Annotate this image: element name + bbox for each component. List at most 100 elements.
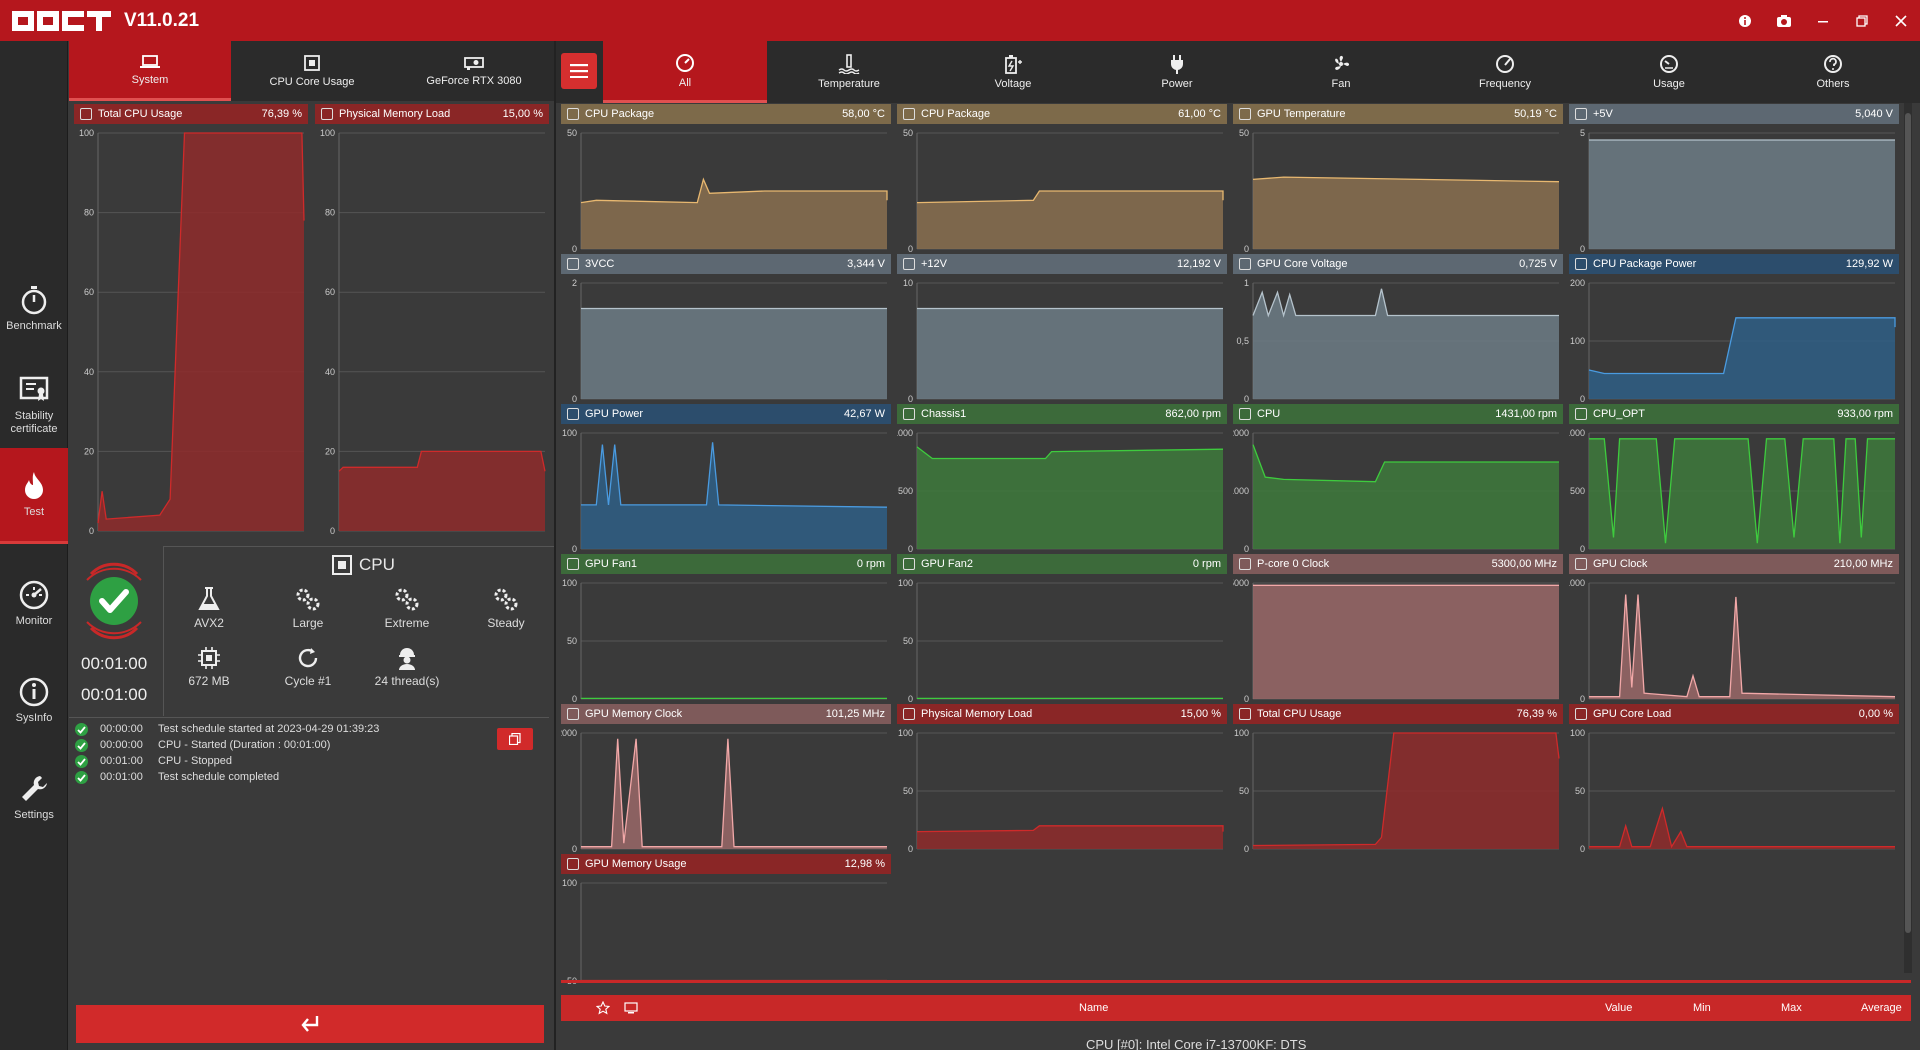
graph-header[interactable]: GPU Temperature 50,19 °C bbox=[1233, 104, 1563, 124]
camera-icon[interactable] bbox=[1764, 0, 1803, 41]
column-average[interactable]: Average bbox=[1861, 1002, 1902, 1014]
graph-value: 76,39 % bbox=[261, 108, 302, 120]
sidebar-item-settings[interactable]: Settings bbox=[0, 749, 68, 845]
display-icon[interactable] bbox=[624, 1002, 638, 1014]
monitoring-panel: All Temperature Voltage Power Fan Freque… bbox=[556, 41, 1920, 1050]
tab-usage[interactable]: Usage bbox=[1587, 41, 1751, 103]
graph-header[interactable]: GPU Fan2 0 rpm bbox=[897, 554, 1227, 574]
log-row: 00:01:00 CPU - Stopped bbox=[75, 753, 545, 769]
graph-header[interactable]: CPU Package 61,00 °C bbox=[897, 104, 1227, 124]
tab-voltage[interactable]: Voltage bbox=[931, 41, 1095, 103]
y-tick: 80 bbox=[325, 208, 335, 218]
log-row: 00:00:00 CPU - Started (Duration : 00:01:… bbox=[75, 737, 545, 753]
graph-header[interactable]: Total CPU Usage 76,39 % bbox=[1233, 704, 1563, 724]
graph-line bbox=[1589, 438, 1895, 544]
start-stop-button[interactable] bbox=[76, 1005, 544, 1043]
graph-header[interactable]: Physical Memory Load 15,00 % bbox=[897, 704, 1227, 724]
tab-all[interactable]: All bbox=[603, 41, 767, 103]
graph-header[interactable]: CPU 1431,00 rpm bbox=[1233, 404, 1563, 424]
splitter-handle[interactable] bbox=[561, 980, 1911, 983]
graph-header[interactable]: GPU Memory Usage 12,98 % bbox=[561, 854, 891, 874]
y-tick: 5 bbox=[1580, 128, 1585, 138]
sensor-graph: 100 50 0 bbox=[1234, 728, 1560, 853]
graph-header[interactable]: GPU Fan1 0 rpm bbox=[561, 554, 891, 574]
graph-title: CPU_OPT bbox=[1593, 408, 1645, 420]
graph-area bbox=[1589, 317, 1895, 399]
tab-fan[interactable]: Fan bbox=[1259, 41, 1423, 103]
info-icon[interactable] bbox=[1725, 0, 1764, 41]
graph-value: 42,67 W bbox=[844, 408, 885, 420]
minimize-icon[interactable] bbox=[1803, 0, 1842, 41]
tab-power[interactable]: Power bbox=[1095, 41, 1259, 103]
tab-frequency[interactable]: Frequency bbox=[1423, 41, 1587, 103]
graph-header[interactable]: GPU Clock 210,00 MHz bbox=[1569, 554, 1899, 574]
close-icon[interactable] bbox=[1881, 0, 1920, 41]
sidebar-item-sysinfo[interactable]: SysInfo bbox=[0, 652, 68, 748]
log-text: CPU - Started (Duration : 00:01:00) bbox=[158, 739, 331, 751]
menu-button[interactable] bbox=[561, 53, 597, 89]
sensor-graph: 100 50 0 bbox=[898, 728, 1224, 853]
tab-system[interactable]: System bbox=[69, 41, 231, 101]
sensor-icon bbox=[1575, 258, 1587, 270]
tab-cpu-core-usage[interactable]: CPU Core Usage bbox=[231, 41, 393, 101]
graph-value: 5300,00 MHz bbox=[1491, 558, 1557, 570]
question-icon bbox=[1824, 55, 1842, 73]
sensor-graph: 100 50 0 bbox=[1570, 728, 1895, 853]
test-summary-card: 00:01:00 00:01:00 CPU AVX2 Large Extreme bbox=[69, 546, 555, 716]
monitor-tab-bar: All Temperature Voltage Power Fan Freque… bbox=[556, 41, 1920, 103]
sidebar-item-test[interactable]: Test bbox=[0, 448, 68, 544]
graph-header[interactable]: GPU Core Load 0,00 % bbox=[1569, 704, 1899, 724]
graph-title: CPU Package bbox=[585, 108, 655, 120]
sensor-graph: 10 0 bbox=[903, 278, 1223, 403]
graph-header[interactable]: CPU Package 58,00 °C bbox=[561, 104, 891, 124]
sensor-table-row[interactable]: CPU [#0]: Intel Core i7-13700KF: DTS bbox=[1086, 1037, 1306, 1050]
y-tick: 0 bbox=[1244, 394, 1249, 403]
y-tick: 0 bbox=[908, 544, 913, 553]
sidebar-item-benchmark[interactable]: Benchmark bbox=[0, 260, 68, 356]
graph-header[interactable]: CPU Package Power 129,92 W bbox=[1569, 254, 1899, 274]
tab-geforce-rtx-3080[interactable]: GeForce RTX 3080 bbox=[393, 41, 555, 101]
tab-temperature[interactable]: Temperature bbox=[767, 41, 931, 103]
graph-area bbox=[1253, 288, 1559, 399]
graph-header[interactable]: CPU_OPT 933,00 rpm bbox=[1569, 404, 1899, 424]
tab-label: Usage bbox=[1653, 78, 1685, 90]
sidebar-item-monitor[interactable]: Monitor bbox=[0, 555, 68, 651]
graph-header[interactable]: Physical Memory Load 15,00 % bbox=[315, 104, 549, 124]
restore-icon[interactable] bbox=[1842, 0, 1881, 41]
test-name: CPU bbox=[359, 555, 395, 574]
sensor-icon bbox=[903, 258, 915, 270]
graph-area bbox=[1589, 140, 1895, 249]
star-icon[interactable] bbox=[596, 1001, 610, 1015]
column-value[interactable]: Value bbox=[1605, 1002, 1633, 1014]
monitor-scrollbar[interactable] bbox=[1904, 103, 1912, 973]
y-tick: 50 bbox=[903, 786, 913, 796]
sidebar-item-stability-certificate[interactable]: Stability certificate bbox=[0, 357, 68, 453]
graph-line bbox=[1588, 317, 1896, 375]
graph-header[interactable]: Chassis1 862,00 rpm bbox=[897, 404, 1227, 424]
graph-header[interactable]: P-core 0 Clock 5300,00 MHz bbox=[1233, 554, 1563, 574]
y-tick: 0 bbox=[908, 694, 913, 703]
speedometer-icon bbox=[1496, 55, 1514, 73]
hamburger-icon bbox=[570, 64, 588, 78]
column-min[interactable]: Min bbox=[1693, 1002, 1711, 1014]
column-max[interactable]: Max bbox=[1781, 1002, 1802, 1014]
graph-header[interactable]: +12V 12,192 V bbox=[897, 254, 1227, 274]
copy-icon bbox=[509, 733, 521, 745]
graph-header[interactable]: 3VCC 3,344 V bbox=[561, 254, 891, 274]
graph-header[interactable]: +5V 5,040 V bbox=[1569, 104, 1899, 124]
graph-header[interactable]: Total CPU Usage 76,39 % bbox=[74, 104, 308, 124]
column-name[interactable]: Name bbox=[1079, 1002, 1109, 1014]
y-tick: 0 bbox=[908, 844, 913, 853]
main-sidebar: Benchmark Stability certificate Test Mon… bbox=[0, 41, 68, 1050]
copy-log-button[interactable] bbox=[497, 728, 533, 750]
graph-header[interactable]: GPU Core Voltage 0,725 V bbox=[1233, 254, 1563, 274]
y-tick: 50 bbox=[1575, 786, 1585, 796]
y-tick: 100 bbox=[320, 128, 335, 138]
y-tick: 80 bbox=[84, 208, 94, 218]
graph-header[interactable]: GPU Memory Clock 101,25 MHz bbox=[561, 704, 891, 724]
tab-others[interactable]: Others bbox=[1751, 41, 1915, 103]
graph-header[interactable]: GPU Power 42,67 W bbox=[561, 404, 891, 424]
